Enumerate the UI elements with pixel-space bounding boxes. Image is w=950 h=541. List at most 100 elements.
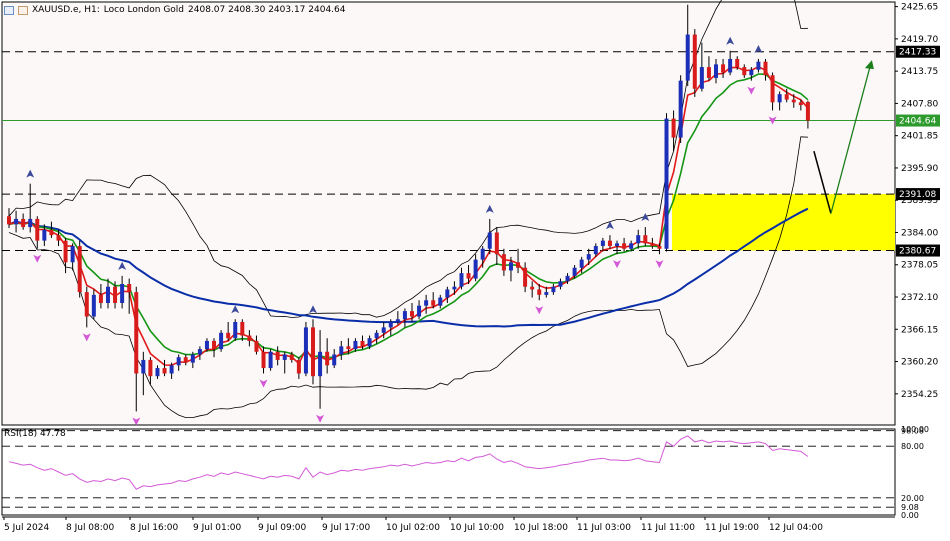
candle-body	[63, 240, 68, 263]
header-ohlc: 2408.07 2408.30 2403.17 2404.64	[188, 5, 346, 15]
price-label-text: 2380.67	[899, 247, 936, 257]
candle-body	[523, 267, 528, 287]
candle-body	[120, 284, 125, 303]
candle-body	[756, 61, 761, 70]
candle-body	[254, 340, 259, 352]
candle-body	[240, 321, 245, 336]
header-description: Loco London Gold	[103, 5, 185, 15]
candle-body	[303, 327, 308, 374]
candle-body	[615, 243, 620, 247]
rsi-level-label: 20.00	[901, 494, 924, 503]
chart-grid-icon[interactable]	[4, 5, 14, 15]
candle-body	[325, 351, 330, 366]
fractal-down-arrow	[132, 417, 141, 426]
chart-history-icon[interactable]	[18, 5, 28, 15]
candle-body	[466, 273, 471, 279]
bollinger-upper	[8, 0, 808, 318]
candle-body	[183, 357, 188, 363]
candle-body	[685, 34, 690, 81]
candle-body	[381, 327, 386, 333]
candle-body	[346, 346, 351, 350]
candle-body	[445, 289, 450, 298]
candle-body	[7, 216, 11, 225]
y-tick-label: 2395.90	[901, 164, 938, 174]
candle-body	[699, 67, 704, 89]
candle-body	[395, 319, 400, 322]
candle-body	[770, 75, 775, 103]
projection-up-line	[830, 66, 871, 214]
y-tick-label: 2366.15	[901, 325, 938, 335]
candle-body	[190, 354, 195, 363]
x-tick-label: 8 Jul 08:00	[66, 523, 115, 533]
candle-body	[721, 64, 726, 73]
candle-body	[607, 240, 612, 247]
fractal-down-arrow	[535, 306, 544, 315]
candle-body	[155, 368, 160, 377]
candle-body	[424, 300, 429, 306]
y-tick-label: 2407.80	[901, 99, 938, 109]
candle-body	[21, 218, 26, 228]
rsi-label: RSI(18) 47.78	[4, 429, 66, 439]
fractal-down-arrow	[82, 333, 91, 342]
fractal-up-arrow	[26, 169, 35, 178]
candle-body	[431, 300, 436, 306]
candle-body	[77, 246, 82, 293]
candle-body	[49, 229, 54, 236]
candle-body	[749, 69, 754, 76]
candle-body	[622, 243, 627, 249]
chart-header: XAUUSD.e, H1: Loco London Gold 2408.07 2…	[4, 3, 345, 17]
candle-body	[42, 229, 47, 241]
fractal-down-arrow	[33, 254, 42, 263]
fractal-down-arrow	[259, 379, 268, 388]
x-tick-label: 10 Jul 10:00	[450, 523, 504, 533]
candle-body	[35, 218, 40, 241]
fractal-down-arrow	[613, 260, 622, 269]
candle-body	[459, 273, 464, 287]
y-tick-label: 2425.65	[901, 3, 938, 13]
y-tick-label: 2401.85	[901, 132, 938, 142]
candle-body	[204, 340, 209, 350]
candle-body	[105, 286, 110, 303]
candle-body	[586, 254, 591, 260]
candle-body	[657, 246, 662, 249]
candle-body	[296, 359, 301, 374]
x-tick-label: 11 Jul 11:00	[641, 523, 695, 533]
candle-body	[70, 246, 75, 263]
candle-body	[282, 354, 287, 360]
fractal-up-arrow	[485, 204, 494, 213]
candle-body	[678, 80, 683, 138]
ma-fast-line	[8, 65, 809, 367]
candle-body	[311, 327, 316, 377]
y-tick-label: 2389.95	[901, 196, 938, 206]
candle-body	[593, 246, 598, 255]
candle-body	[332, 354, 337, 366]
x-tick-label: 8 Jul 16:00	[130, 523, 179, 533]
candle-body	[763, 61, 768, 76]
candle-body	[261, 351, 266, 369]
candle-body	[148, 359, 153, 377]
candle-body	[728, 58, 733, 73]
candle-body	[402, 311, 407, 320]
candle-body	[289, 354, 294, 360]
header-symbol: XAUUSD.e, H1:	[32, 5, 100, 15]
candle-body	[805, 101, 810, 121]
candle-body	[84, 292, 89, 317]
price-label-text: 2417.33	[899, 48, 936, 58]
fractal-up-arrow	[641, 213, 650, 222]
candle-body	[650, 243, 655, 247]
fractal-down-arrow	[768, 116, 777, 125]
candle-body	[56, 235, 61, 241]
candle-body	[134, 292, 139, 374]
rsi-level-label: 98.08	[901, 427, 924, 436]
rsi-level-label: 80.00	[901, 442, 924, 451]
candle-body	[579, 259, 584, 268]
candle-body	[551, 286, 556, 293]
candle-body	[127, 284, 132, 293]
price-label-text: 2404.64	[899, 117, 936, 127]
fractal-down-arrow	[747, 86, 756, 95]
candle-body	[318, 351, 323, 377]
candle-body	[565, 275, 570, 282]
rsi-panel	[1, 428, 896, 516]
candle-body	[791, 99, 796, 103]
